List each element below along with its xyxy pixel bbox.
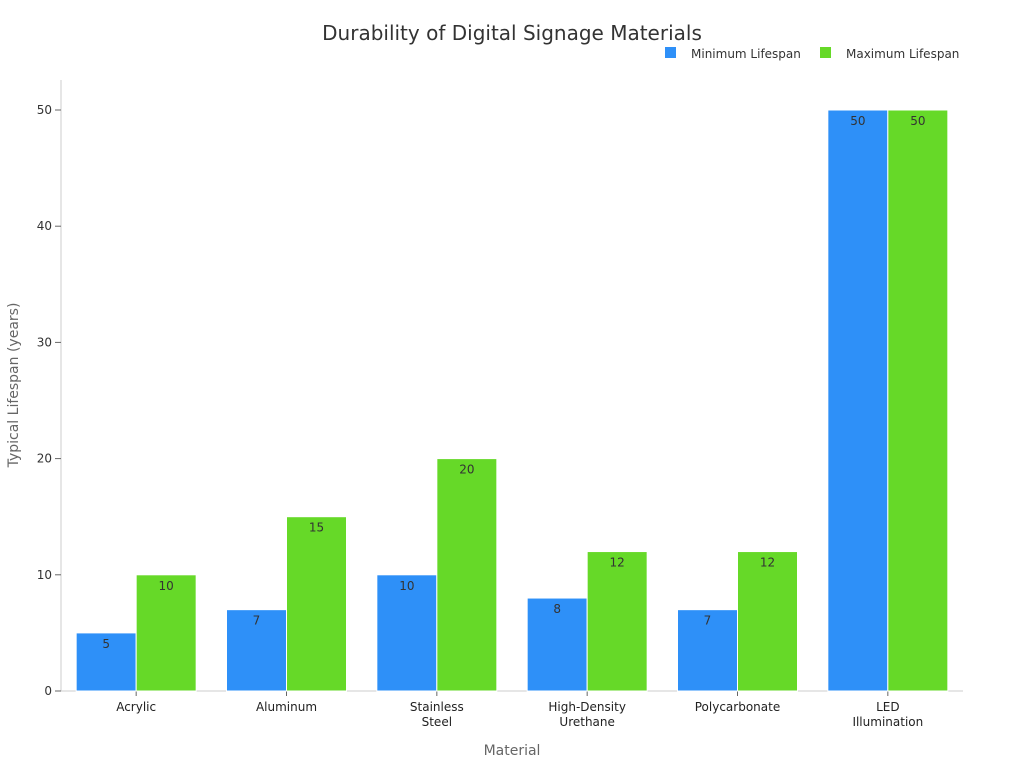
bar-min	[526, 597, 588, 692]
y-tick-label: 30	[37, 335, 52, 349]
y-tick-label: 40	[37, 219, 52, 233]
bar-min	[677, 609, 738, 692]
axes: 0 10 20 30 40 50 Acrylic Aluminum StainlessSteel…	[37, 80, 963, 729]
bar-max	[436, 458, 498, 692]
bar-value-label: 50	[850, 114, 865, 128]
y-tick-label: 20	[37, 452, 52, 466]
legend-label: Minimum Lifespan	[691, 47, 801, 61]
legend-swatch	[665, 47, 676, 58]
bar-value-label: 8	[553, 602, 561, 616]
bar-value-label: 15	[309, 521, 324, 535]
y-tick-label: 0	[44, 684, 52, 698]
x-tick-label: Steel	[422, 715, 452, 729]
bar-min	[226, 609, 287, 692]
bar-max	[887, 109, 949, 692]
bar-value-label: 7	[704, 614, 712, 628]
bar-value-label: 12	[610, 556, 625, 570]
x-tick-label: Aluminum	[256, 700, 317, 714]
chart-title: Durability of Digital Signage Materials	[322, 21, 702, 45]
bar-value-label: 7	[253, 614, 261, 628]
y-tick-label: 50	[37, 103, 52, 117]
bars: 5 10 7 15 10 20 8 12 7 12 50 50	[75, 109, 949, 692]
legend-label: Maximum Lifespan	[846, 47, 959, 61]
x-tick-label: High-Density	[548, 700, 626, 714]
x-tick-label: Illumination	[852, 715, 923, 729]
y-axis-label: Typical Lifespan (years)	[6, 303, 22, 469]
bar-min	[376, 574, 438, 692]
y-tick-label: 10	[37, 568, 52, 582]
bar-max	[737, 551, 798, 692]
bar-min	[75, 632, 137, 692]
bar-min	[827, 109, 889, 692]
bar-value-label: 10	[399, 579, 414, 593]
bar-max	[135, 574, 197, 692]
bar-value-label: 5	[102, 637, 110, 651]
bar-max	[586, 551, 648, 692]
x-tick-label: Stainless	[410, 700, 464, 714]
x-tick-label: Urethane	[559, 715, 615, 729]
bar-value-label: 10	[159, 579, 174, 593]
legend-swatch	[820, 47, 831, 58]
bar-max	[286, 516, 347, 692]
bar-value-label: 12	[760, 556, 775, 570]
x-tick-label: Polycarbonate	[695, 700, 780, 714]
bar-value-label: 20	[459, 463, 474, 477]
x-tick-label: LED	[876, 700, 900, 714]
x-axis-label: Material	[484, 743, 541, 759]
bar-value-label: 50	[910, 114, 925, 128]
legend: Minimum Lifespan Maximum Lifespan	[665, 47, 959, 61]
x-tick-label: Acrylic	[116, 700, 156, 714]
